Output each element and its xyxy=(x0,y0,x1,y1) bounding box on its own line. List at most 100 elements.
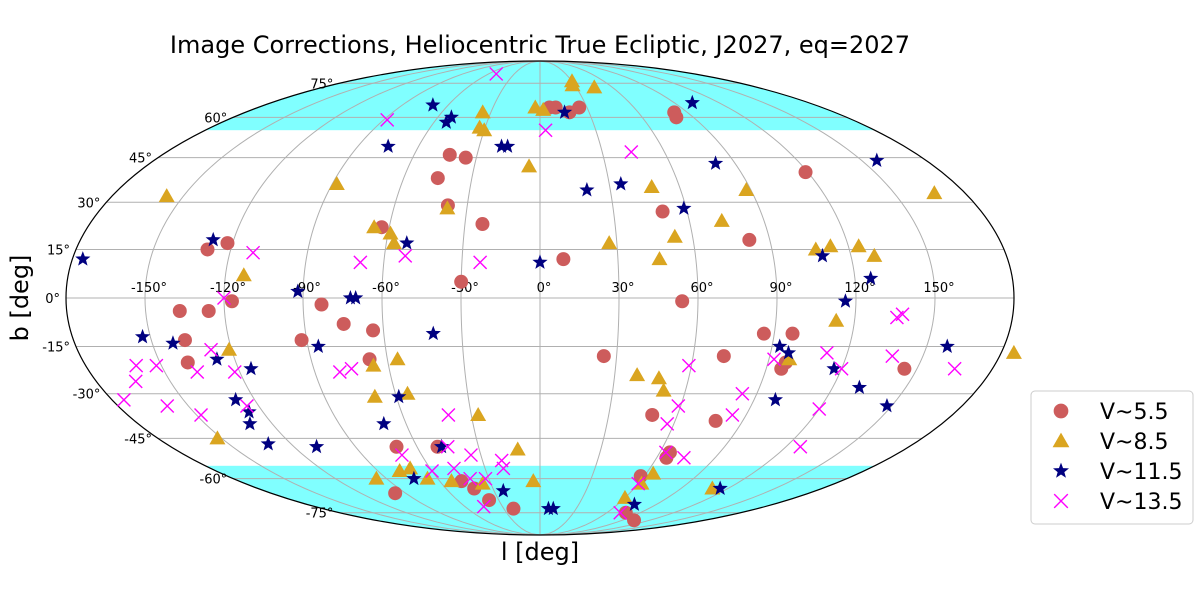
data-point xyxy=(506,501,521,516)
y-tick-label: 45° xyxy=(129,152,152,167)
data-point xyxy=(380,138,396,153)
data-point xyxy=(572,100,587,115)
data-point xyxy=(545,500,561,516)
y-tick-label: 15° xyxy=(47,243,70,258)
x-tick-label: 60° xyxy=(690,281,713,296)
data-point xyxy=(116,392,131,407)
x-tick-label: 150° xyxy=(923,281,954,296)
data-point xyxy=(666,228,683,243)
data-point xyxy=(332,364,347,379)
data-point xyxy=(712,480,728,495)
legend-marker xyxy=(1053,403,1069,419)
grid-meridian xyxy=(539,61,620,535)
data-point xyxy=(290,283,306,298)
data-point xyxy=(535,101,552,116)
data-point xyxy=(242,415,258,431)
data-point xyxy=(708,413,723,428)
x-axis-label: l [deg] xyxy=(501,538,579,566)
legend-label: V~13.5 xyxy=(1100,490,1182,515)
data-point xyxy=(443,109,459,124)
data-point xyxy=(394,448,409,463)
data-point xyxy=(713,212,730,227)
data-point xyxy=(474,475,491,490)
y-tick-label: -60° xyxy=(200,473,228,488)
data-point xyxy=(707,155,724,170)
data-point xyxy=(629,367,646,382)
x-tick-label: 90° xyxy=(769,281,792,296)
data-point xyxy=(631,476,646,491)
data-point xyxy=(814,247,831,263)
grid-lines xyxy=(66,61,1014,535)
legend-marker xyxy=(1053,462,1069,478)
data-point xyxy=(807,241,824,256)
data-point xyxy=(645,465,662,480)
data-point xyxy=(596,349,611,364)
data-point xyxy=(399,235,415,250)
y-tick-label: 75° xyxy=(310,77,333,92)
data-point xyxy=(735,386,750,401)
x-tick-label: 120° xyxy=(844,281,875,296)
data-point xyxy=(675,294,690,309)
series-3 xyxy=(116,66,962,520)
x-tick-label: -60° xyxy=(372,281,400,296)
data-point xyxy=(128,374,143,389)
data-point xyxy=(626,496,643,511)
data-point xyxy=(556,104,573,119)
y-tick-label: -75° xyxy=(306,507,334,522)
data-point xyxy=(828,312,845,327)
data-point xyxy=(220,236,235,251)
data-point xyxy=(474,104,491,119)
data-point xyxy=(308,438,325,454)
grid-meridian xyxy=(381,61,541,535)
y-tick-label: -15° xyxy=(42,341,70,356)
data-point xyxy=(149,358,164,373)
y-tick-label: 0° xyxy=(45,292,60,307)
data-point xyxy=(659,450,674,465)
data-point xyxy=(221,341,238,356)
data-point xyxy=(676,200,692,215)
data-point xyxy=(463,448,478,463)
grid-meridian xyxy=(302,61,541,535)
grid-meridian xyxy=(539,61,936,535)
data-point xyxy=(532,254,548,269)
data-point xyxy=(633,469,648,484)
data-point xyxy=(655,204,670,219)
data-point xyxy=(774,361,789,376)
data-point xyxy=(579,182,595,197)
legend-label: V~8.5 xyxy=(1100,430,1168,455)
data-point xyxy=(633,475,650,490)
x-tick-label: -150° xyxy=(131,281,167,296)
data-point xyxy=(863,270,879,285)
data-point xyxy=(366,219,383,234)
data-point xyxy=(402,460,419,475)
data-point xyxy=(496,461,511,476)
data-point xyxy=(586,79,603,94)
legend-marker xyxy=(1053,493,1069,509)
data-point xyxy=(837,293,854,308)
data-point xyxy=(430,171,445,186)
data-point xyxy=(601,235,618,250)
data-point xyxy=(885,349,900,364)
data-point xyxy=(385,235,402,250)
data-point xyxy=(134,328,151,344)
data-point xyxy=(509,441,526,456)
x-tick-label: 30° xyxy=(611,281,634,296)
data-point xyxy=(260,435,276,451)
data-point xyxy=(525,473,542,488)
data-point xyxy=(538,123,553,138)
data-point xyxy=(158,188,175,203)
data-point xyxy=(500,138,516,153)
data-point xyxy=(239,398,254,413)
data-point xyxy=(564,77,581,92)
data-point xyxy=(476,122,493,137)
data-point xyxy=(366,388,383,403)
data-point xyxy=(228,391,244,407)
data-point xyxy=(756,326,771,341)
data-point xyxy=(521,158,538,173)
data-point xyxy=(704,480,721,495)
data-point xyxy=(294,333,309,348)
data-point xyxy=(190,364,205,379)
data-point xyxy=(344,361,359,376)
y-tick-label: 30° xyxy=(77,196,100,211)
data-point xyxy=(613,176,629,191)
